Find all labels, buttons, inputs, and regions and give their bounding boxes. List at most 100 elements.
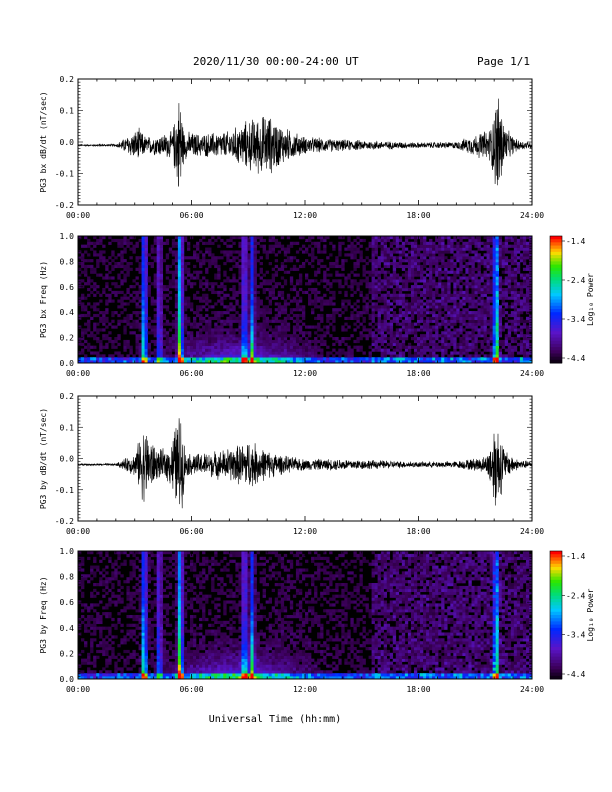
heatmap-cell (456, 316, 460, 321)
heatmap-cell (199, 357, 203, 361)
heatmap-cell (462, 236, 466, 240)
heatmap-cell (519, 360, 524, 364)
heatmap-cell (450, 360, 454, 364)
heatmap-cell (426, 334, 430, 338)
heatmap-cell (516, 319, 521, 323)
heatmap-cell (84, 673, 88, 677)
heatmap-cell (81, 334, 85, 338)
heatmap-cell (129, 256, 133, 260)
heatmap-cell (359, 313, 363, 318)
colorbar-swatch (550, 289, 562, 294)
heatmap-cell (383, 276, 388, 280)
heatmap-cell (81, 562, 85, 566)
heatmap-cell (522, 244, 527, 248)
heatmap-cell (474, 256, 478, 260)
heatmap-cell (426, 308, 430, 312)
heatmap-cell (453, 256, 457, 260)
heatmap-cell (292, 267, 297, 271)
heatmap-cell (510, 319, 515, 323)
heatmap-cell (329, 282, 333, 286)
heatmap-cell (174, 253, 179, 257)
heatmap-cell (162, 259, 167, 263)
heatmap-cell (429, 305, 433, 309)
heatmap-cell (186, 319, 191, 323)
heatmap-cell (510, 325, 515, 329)
heatmap-cell (456, 244, 460, 248)
heatmap-cell (84, 244, 88, 248)
heatmap-cell (395, 328, 400, 332)
heatmap-cell (480, 273, 484, 277)
heatmap-cell (407, 267, 412, 271)
heatmap-cell (314, 241, 318, 245)
heatmap-cell (253, 316, 257, 321)
heatmap-cell (214, 261, 218, 266)
heatmap-cell (311, 360, 315, 364)
heatmap-cell (498, 348, 503, 352)
heatmap-cell (286, 236, 291, 240)
heatmap-cell (286, 259, 291, 263)
heatmap-cell (223, 261, 227, 266)
heatmap-cell (492, 270, 496, 274)
heatmap-cell (286, 325, 291, 329)
heatmap-cell (238, 316, 242, 321)
heatmap-cell (486, 299, 490, 303)
heatmap-cell (413, 322, 418, 326)
heatmap-cell (504, 287, 509, 292)
heatmap-cell (177, 238, 182, 243)
heatmap-cell (238, 305, 242, 309)
heatmap-cell (90, 360, 94, 364)
heatmap-cell (413, 337, 418, 341)
heatmap-cell (317, 267, 321, 271)
heatmap-cell (202, 299, 206, 303)
heatmap-cell (347, 244, 351, 248)
heatmap-cell (202, 282, 206, 286)
heatmap-cell (389, 241, 394, 245)
heatmap-cell (271, 236, 276, 240)
heatmap-cell (159, 328, 164, 332)
heatmap-cell (377, 259, 381, 263)
heatmap-cell (244, 264, 248, 269)
heatmap-cell (235, 319, 239, 323)
heatmap-cell (162, 296, 167, 300)
heatmap-cell (226, 319, 230, 323)
heatmap-cell (256, 334, 260, 338)
heatmap-cell (141, 276, 145, 280)
heatmap-cell (341, 267, 345, 271)
heatmap-cell (235, 279, 239, 283)
heatmap-cell (268, 325, 273, 329)
heatmap-cell (268, 354, 273, 358)
heatmap-cell (462, 302, 466, 306)
heatmap-cell (253, 322, 257, 326)
heatmap-cell (368, 299, 372, 303)
heatmap-cell (241, 261, 245, 266)
heatmap-cell (392, 247, 397, 251)
heatmap-cell (241, 354, 245, 358)
heatmap-cell (338, 351, 342, 355)
heatmap-cell (416, 264, 421, 269)
heatmap-cell (211, 241, 215, 245)
heatmap-cell (323, 325, 327, 329)
heatmap-cell (410, 261, 415, 266)
heatmap-cell (244, 319, 248, 323)
heatmap-cell (350, 282, 354, 286)
heatmap-cell (456, 342, 460, 346)
heatmap-cell (504, 334, 509, 338)
heatmap-cell (141, 337, 145, 341)
heatmap-cell (416, 250, 421, 254)
heatmap-cell (183, 331, 188, 335)
heatmap-cell (301, 334, 306, 338)
heatmap-cell (81, 620, 85, 625)
heatmap-cell (450, 342, 454, 346)
heatmap-cell (174, 351, 179, 355)
heatmap-cell (177, 273, 182, 277)
heatmap-cell (416, 316, 421, 321)
heatmap-cell (356, 348, 360, 352)
heatmap-cell (220, 256, 224, 260)
heatmap-cell (320, 316, 324, 321)
heatmap-cell (395, 282, 400, 286)
heatmap-cell (256, 273, 260, 277)
heatmap-cell (241, 322, 245, 326)
heatmap-cell (395, 345, 400, 349)
heatmap-cell (486, 236, 490, 240)
heatmap-cell (383, 313, 388, 318)
